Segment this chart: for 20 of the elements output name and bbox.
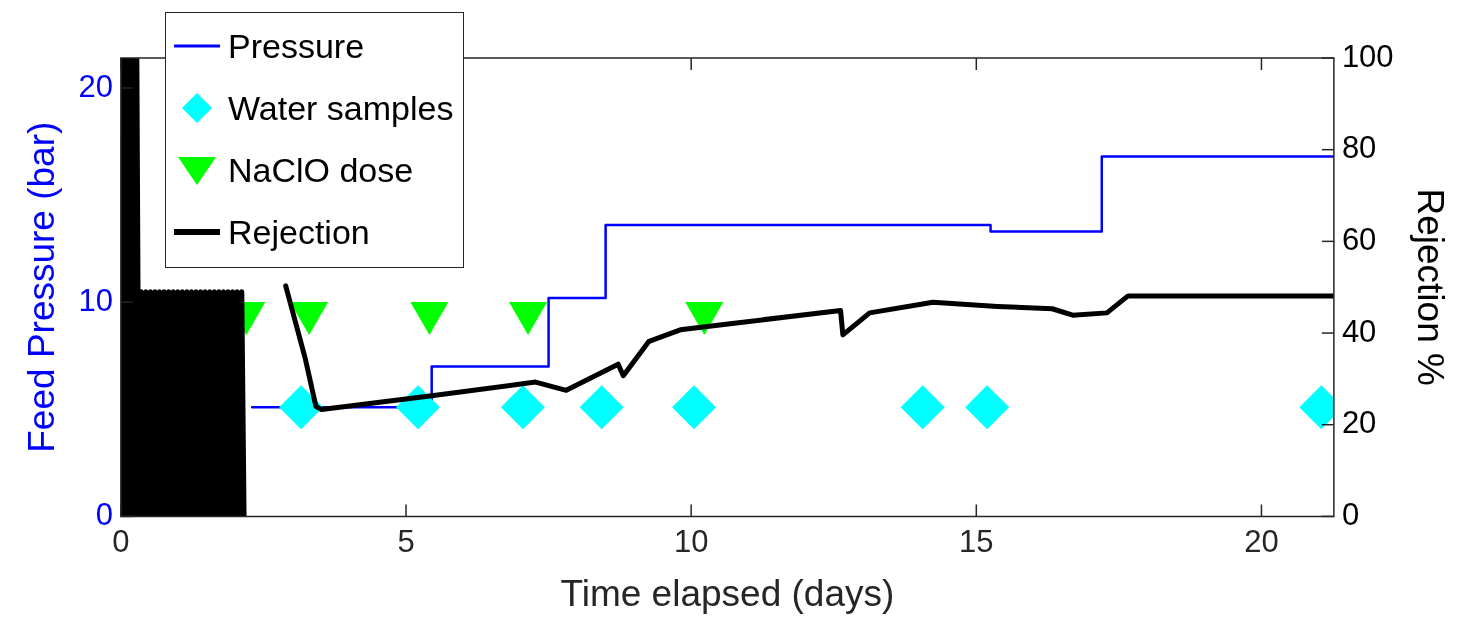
y2-tick-label: 20 <box>1341 405 1377 441</box>
y2-tick-label: 100 <box>1341 38 1394 74</box>
x-axis-title: Time elapsed (days) <box>560 573 895 614</box>
x-tick-label: 5 <box>397 523 415 559</box>
y2-axis-title: Rejection % <box>1409 188 1451 386</box>
x-tick-label: 10 <box>673 523 709 559</box>
legend-label: NaClO dose <box>228 150 414 191</box>
y2-tick-label: 60 <box>1341 221 1377 257</box>
y-axis-title: Feed Pressure (bar) <box>21 121 63 453</box>
y-tick-label: 10 <box>78 282 113 318</box>
y2-tick-label: 0 <box>1341 496 1360 532</box>
y-tick-label: 0 <box>95 496 113 532</box>
legend-label: Rejection <box>228 212 370 253</box>
legend-label: Water samples <box>228 88 454 129</box>
y2-tick-label: 80 <box>1341 130 1377 166</box>
legend-label: Pressure <box>228 26 365 67</box>
y-tick-label: 20 <box>78 68 113 104</box>
x-tick-label: 20 <box>1244 523 1279 559</box>
x-tick-label: 15 <box>959 523 994 559</box>
y2-tick-label: 40 <box>1341 313 1377 349</box>
